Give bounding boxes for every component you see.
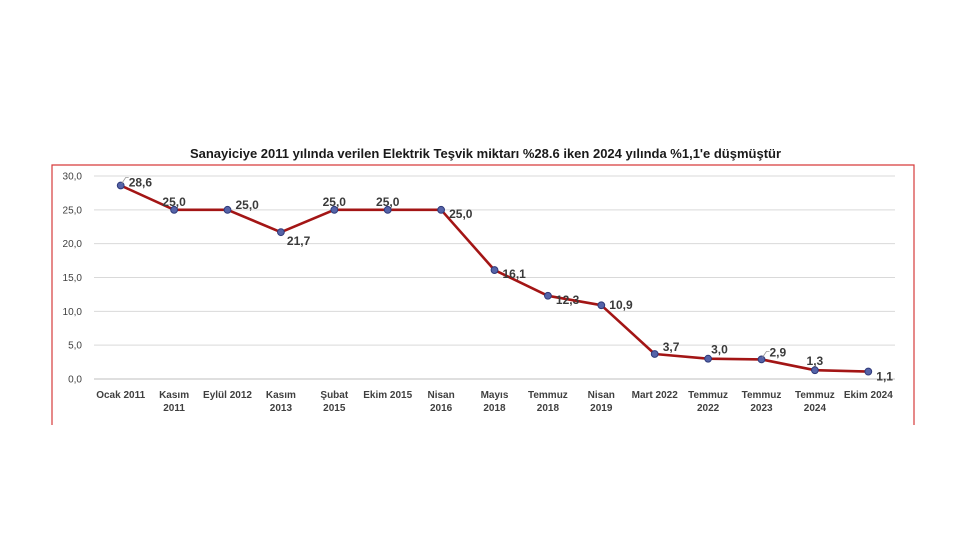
data-label: 3,7 [663, 340, 680, 354]
y-tick-label: 0,0 [68, 375, 82, 386]
x-tick-label: Ocak 2011 [96, 390, 145, 401]
x-tick-label: Eylül 2012 [203, 390, 252, 401]
x-tick-label: Nisan 2019 [588, 390, 615, 414]
y-tick-label: 5,0 [68, 341, 82, 352]
y-tick-label: 10,0 [63, 307, 83, 318]
data-label: 25,0 [323, 195, 347, 209]
y-tick-label: 15,0 [63, 273, 83, 284]
x-tick-label: Kasım 2013 [266, 390, 296, 414]
data-label: 25,0 [162, 195, 186, 209]
chart-frame [51, 164, 915, 425]
x-tick-label: Temmuz 2022 [688, 390, 728, 414]
y-tick-label: 20,0 [63, 239, 83, 250]
data-label: 16,1 [503, 267, 527, 281]
label-leader-line [762, 350, 770, 358]
data-point [116, 181, 125, 190]
data-label: 2,9 [770, 345, 787, 359]
data-label: 1,1 [876, 370, 893, 384]
data-label: 25,0 [236, 198, 260, 212]
data-label: 12,3 [556, 293, 580, 307]
series-line [119, 184, 870, 373]
data-point [864, 367, 873, 376]
data-point [811, 366, 819, 375]
x-tick-label: Kasım 2011 [159, 390, 189, 414]
data-point [544, 291, 552, 300]
data-label: 28,6 [129, 175, 153, 189]
data-point [437, 205, 446, 214]
x-tick-label: Ekim 2024 [844, 390, 893, 401]
x-tick-label: Temmuz 2024 [795, 390, 835, 414]
y-tick-label: 25,0 [63, 205, 83, 216]
data-point [383, 205, 392, 214]
data-point [650, 350, 659, 358]
data-label: 25,0 [376, 195, 400, 209]
x-tick-label: Mayıs 2018 [481, 390, 509, 414]
data-label: 1,3 [807, 354, 824, 368]
x-tick-label: Temmuz 2023 [742, 390, 782, 414]
data-point [170, 205, 179, 214]
x-tick-label: Şubat 2015 [320, 390, 348, 414]
data-point [704, 354, 712, 363]
data-point [330, 205, 339, 214]
data-label: 25,0 [449, 207, 473, 221]
data-label: 21,7 [287, 234, 311, 248]
data-point [490, 266, 499, 274]
data-label: 3,0 [711, 343, 728, 357]
data-point [223, 205, 232, 214]
y-tick-label: 30,0 [63, 172, 83, 183]
label-leader-line [121, 177, 129, 184]
x-tick-label: Temmuz 2018 [528, 390, 568, 414]
data-point [757, 355, 766, 364]
data-label: 10,9 [609, 298, 633, 312]
chart-title: Sanayiciye 2011 yılında verilen Elektrik… [189, 146, 782, 161]
data-point [277, 228, 285, 237]
x-tick-label: Mart 2022 [632, 390, 679, 401]
x-tick-label: Ekim 2015 [363, 390, 412, 401]
data-point [597, 301, 606, 310]
x-tick-label: Nisan 2016 [427, 390, 454, 414]
